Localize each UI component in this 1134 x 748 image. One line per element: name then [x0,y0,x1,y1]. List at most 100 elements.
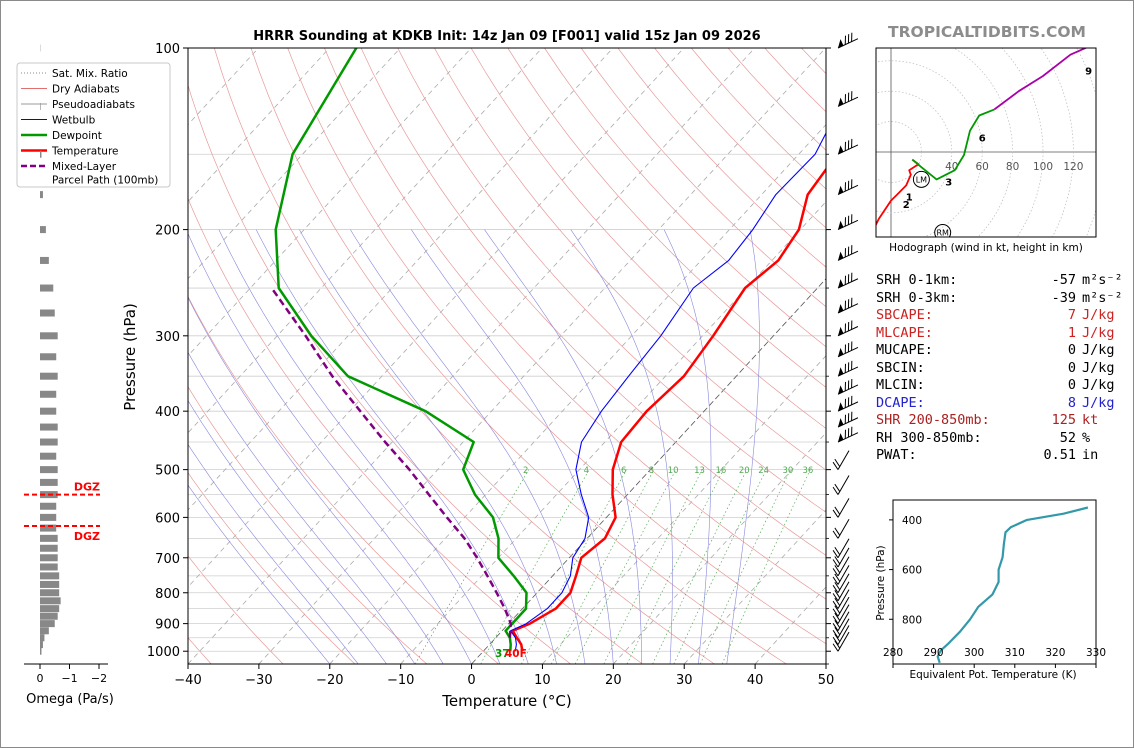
wind-barb-feather [847,140,850,150]
isotherm-line [188,48,756,664]
surface-temperature-label: 40F [505,648,527,660]
stat-value: 125 [1051,412,1076,428]
stat-unit: m²s⁻² [1082,272,1123,288]
wind-barb-staff [837,538,850,559]
wind-barb [837,395,859,412]
theta-e-x-tick-label: 290 [924,647,944,659]
isotherm-line [188,48,472,357]
wind-barb-feather [844,300,846,310]
theta-e-y-tick-label: 400 [902,515,922,527]
theta-e-axes: 280 290 300 310 320 330 400 600 800 [883,515,1106,668]
wind-barb-feather [844,323,846,333]
wind-barb-feather [844,414,846,424]
skewt-x-tick-label: −30 [245,673,272,688]
omega-bar [40,605,60,613]
isotherm-line [683,509,826,664]
wind-barb-feather [847,92,850,102]
hodograph-segment [876,158,920,226]
moist-adiabat [188,443,359,664]
skewt-y-tick-label: 900 [155,618,180,633]
moist-adiabat [570,229,673,664]
wind-barb-feather [847,34,850,44]
wind-barb-pennant [838,347,844,357]
hodograph-height-label: 1 [906,193,913,204]
moist-adiabat [299,229,557,664]
omega-bar [40,563,58,571]
wind-barb-feather [844,398,846,408]
wind-barb-pennant [838,279,844,289]
omega-bar [40,513,57,521]
hodograph-ring [876,60,983,237]
omega-bar [40,627,49,635]
wind-barb-feather [832,600,839,609]
omega-tick-label: 0 [37,672,44,685]
hodograph-segment [993,48,1088,111]
wind-barb-feather [851,91,853,101]
surface-dewpoint-label: 37 [495,648,510,660]
hodograph-ring-label: 80 [1006,161,1019,173]
wind-barb-feather [847,215,850,225]
omega-bar [40,423,58,431]
wind-barb [832,450,850,470]
dry-adiabat [213,48,715,664]
theta-e-y-tick-label: 800 [902,614,922,626]
wind-barb [837,138,859,155]
profile-wetbulb [510,132,826,652]
theta-e-line [936,506,1089,664]
wind-barb-column [832,32,859,652]
wind-barb-feather [832,623,839,632]
omega-bar [40,256,49,264]
wind-barb-feather [851,214,853,224]
skewt-y-tick-label: 500 [155,464,180,479]
wind-barb-feather [847,428,850,438]
hodograph-height-label: 2 [903,200,910,211]
wind-barb-feather [834,640,841,649]
stat-unit: J/kg [1082,359,1115,376]
dry-adiabat [188,386,428,664]
wind-barb-feather [834,547,841,556]
mixing-ratio-label: 13 [694,466,705,476]
skewt-profiles [270,48,826,652]
hodograph-ring-label: 120 [1063,161,1083,173]
skewt-x-tick-label: 20 [605,673,622,688]
mixing-ratio-line [414,469,530,664]
omega-panel: 0 −1 −2 DGZ DGZ [24,44,108,685]
skewt-y-tick-label: 800 [155,587,180,602]
wind-barb-feather [844,248,846,258]
stat-value: -57 [1051,272,1076,288]
wind-barb-feather [834,581,841,591]
legend-label: Dry Adiabats [52,84,120,96]
dry-adiabat [544,48,826,348]
mixing-ratio-label: 16 [715,466,726,476]
stat-value: -39 [1051,289,1076,306]
skewt-x-tick-label: 0 [467,673,475,688]
wind-barb-feather [847,180,850,190]
wind-barb-feather [834,573,841,582]
mixing-ratio-label: 2 [523,466,528,476]
wind-barb-feather [844,141,846,151]
wind-barb-feather [834,633,841,642]
wind-barb-feather [832,559,839,568]
dry-adiabat [360,48,826,556]
wind-barb [832,498,850,518]
mixing-ratio-label: 8 [649,466,654,476]
dry-adiabat [250,48,787,664]
wind-barb-feather [832,486,839,495]
theta-e-profile [936,506,1089,664]
dry-adiabat [434,48,826,471]
wind-barb [832,519,850,539]
wind-barb-feather [832,461,839,470]
mixing-ratio-line [480,469,590,664]
omega-bar [40,452,57,460]
stat-row: SHR 200-850mb: 125 kt [876,412,1123,430]
wind-barb-feather [834,556,841,565]
hodograph-ring [953,48,1013,237]
wind-barb-feather [834,620,841,629]
mixing-ratio-line [652,469,748,664]
omega-bar [40,580,60,588]
legend-label: Temperature [51,146,119,158]
hodograph-height-label: 3 [945,177,952,188]
wind-barb-staff [837,384,859,395]
omega-bar [40,353,57,361]
stat-label: RH 300-850mb: [876,429,982,446]
